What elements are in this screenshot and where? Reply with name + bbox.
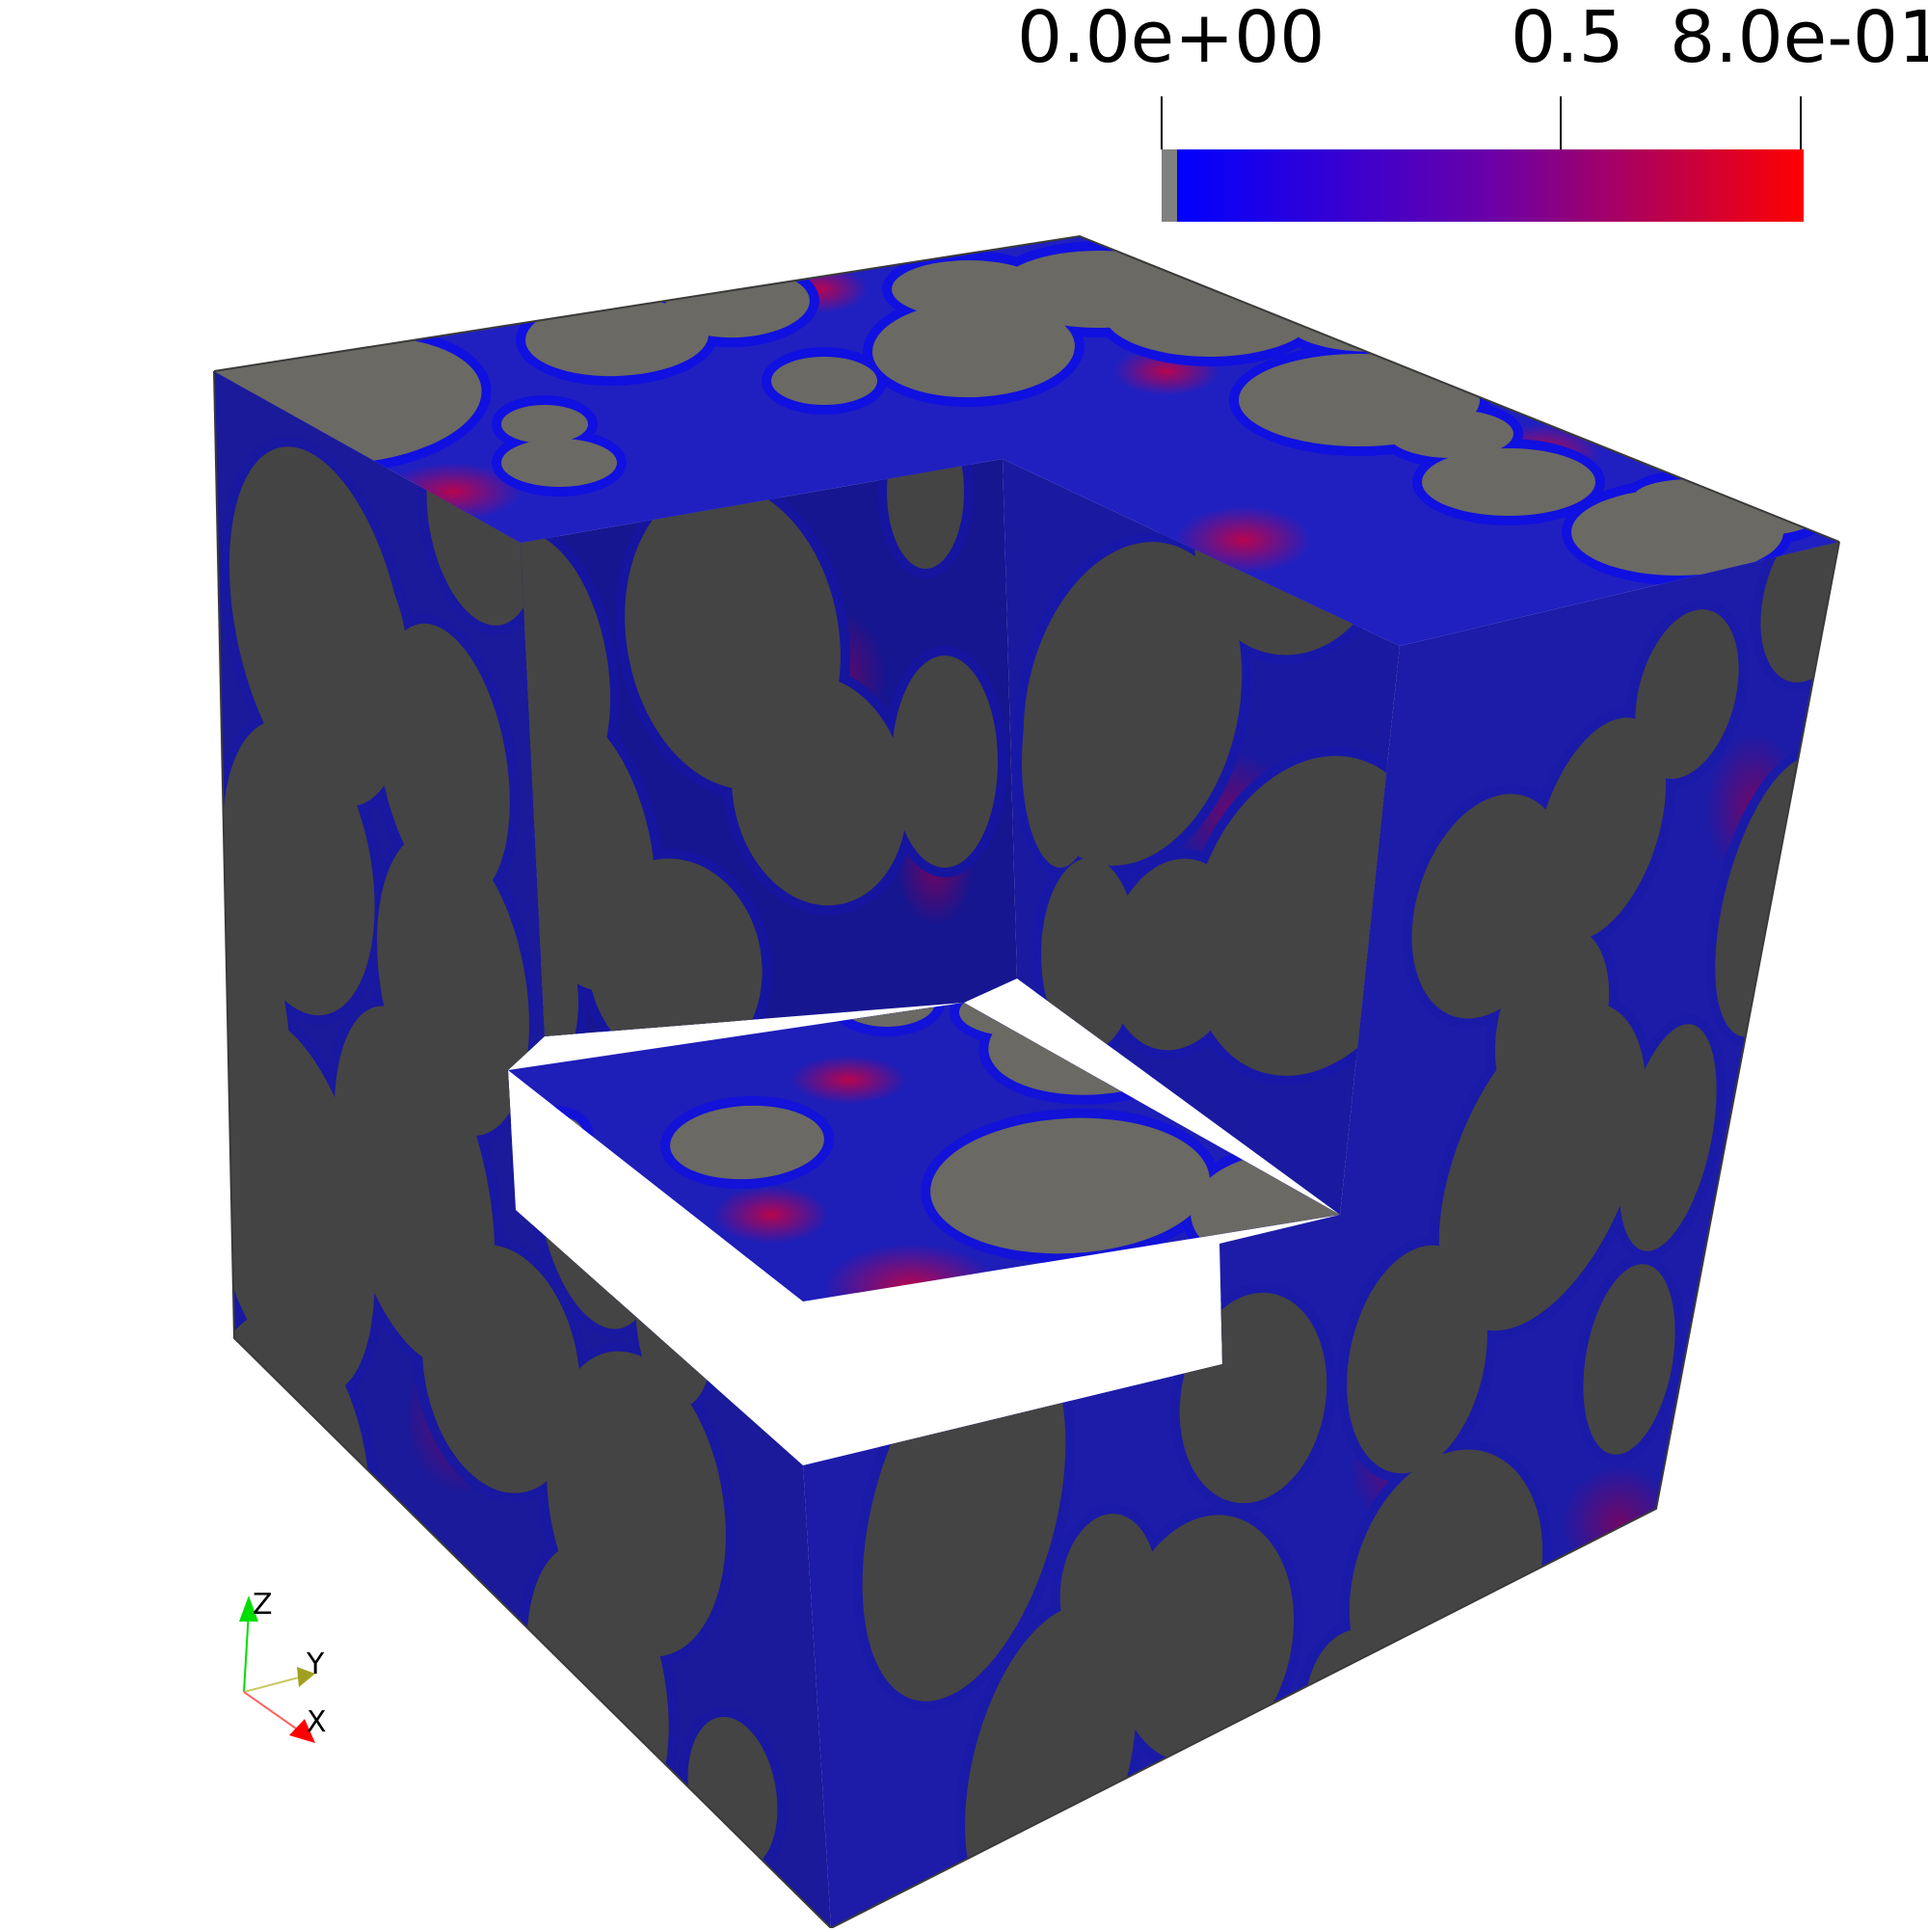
- colorbar-label-max: 8.0e-01: [1670, 0, 1928, 79]
- inclusion-rim: [1759, 1052, 1839, 1301]
- y-axis-line: [243, 1677, 300, 1693]
- field-hotspot: [790, 1056, 906, 1104]
- field-hotspot: [1562, 1465, 1677, 1581]
- inclusion-rim: [1109, 1820, 1166, 1882]
- inclusion: [1494, 927, 1610, 1116]
- inclusion: [1635, 609, 1739, 779]
- inclusion: [501, 439, 617, 487]
- x-axis-label: X: [307, 1705, 327, 1739]
- y-axis-arrow-icon: [297, 1667, 315, 1687]
- inclusion: [1041, 858, 1138, 1051]
- inclusion: [670, 1105, 824, 1180]
- inclusion: [525, 1115, 583, 1150]
- y-axis-label: Y: [307, 1648, 325, 1681]
- notch-back-wall: [521, 459, 1017, 1036]
- inclusion: [1287, 294, 1460, 352]
- inclusion: [771, 357, 877, 405]
- colorbar-label-min: 0.0e+00: [1017, 0, 1326, 79]
- scalar-colorbar[interactable]: [1161, 96, 1804, 222]
- inclusion: [1107, 858, 1245, 1051]
- inclusion: [587, 858, 763, 1036]
- inclusion: [1769, 1061, 1839, 1291]
- inclusion: [1583, 1264, 1675, 1455]
- colorbar-gradient: [1177, 149, 1804, 222]
- field-hotspot: [824, 1244, 998, 1301]
- inclusion: [1438, 1002, 1647, 1331]
- x-axis-line: [243, 1691, 300, 1731]
- inclusion: [1422, 448, 1595, 516]
- inclusion: [1697, 468, 1832, 535]
- inclusion-rim: [1277, 284, 1470, 362]
- inclusion: [1534, 717, 1667, 941]
- colorbar-below-range-swatch: [1162, 149, 1177, 222]
- inclusion: [1022, 656, 1099, 868]
- field-hotspot: [713, 1186, 829, 1244]
- inclusion: [731, 675, 908, 906]
- inclusion: [872, 300, 1075, 398]
- inclusion: [930, 1117, 1210, 1254]
- orientation-axes-widget[interactable]: [239, 1596, 315, 1743]
- inclusion: [377, 623, 510, 900]
- inclusion: [525, 298, 709, 377]
- inclusion: [1138, 236, 1272, 284]
- inclusion: [422, 1245, 580, 1493]
- colorbar-label-mid: 0.5: [1511, 0, 1624, 79]
- inclusion: [1104, 270, 1316, 357]
- z-axis-line: [243, 1611, 250, 1693]
- inclusion: [887, 459, 964, 569]
- x-axis-arrow-icon: [289, 1719, 315, 1743]
- inclusion: [1388, 410, 1513, 458]
- inclusion: [1059, 1514, 1158, 1668]
- z-axis-arrow-icon: [239, 1596, 258, 1622]
- inclusion: [1115, 1515, 1295, 1763]
- inclusion: [892, 656, 998, 868]
- z-axis-label: Z: [253, 1588, 273, 1622]
- inclusion: [501, 405, 588, 443]
- inclusion: [1118, 1830, 1157, 1872]
- inclusion: [1619, 1024, 1717, 1251]
- inclusion-rim: [516, 1106, 593, 1160]
- inclusion: [1109, 1822, 1166, 1899]
- inclusion: [286, 531, 408, 741]
- inclusion-rim: [1099, 1812, 1176, 1909]
